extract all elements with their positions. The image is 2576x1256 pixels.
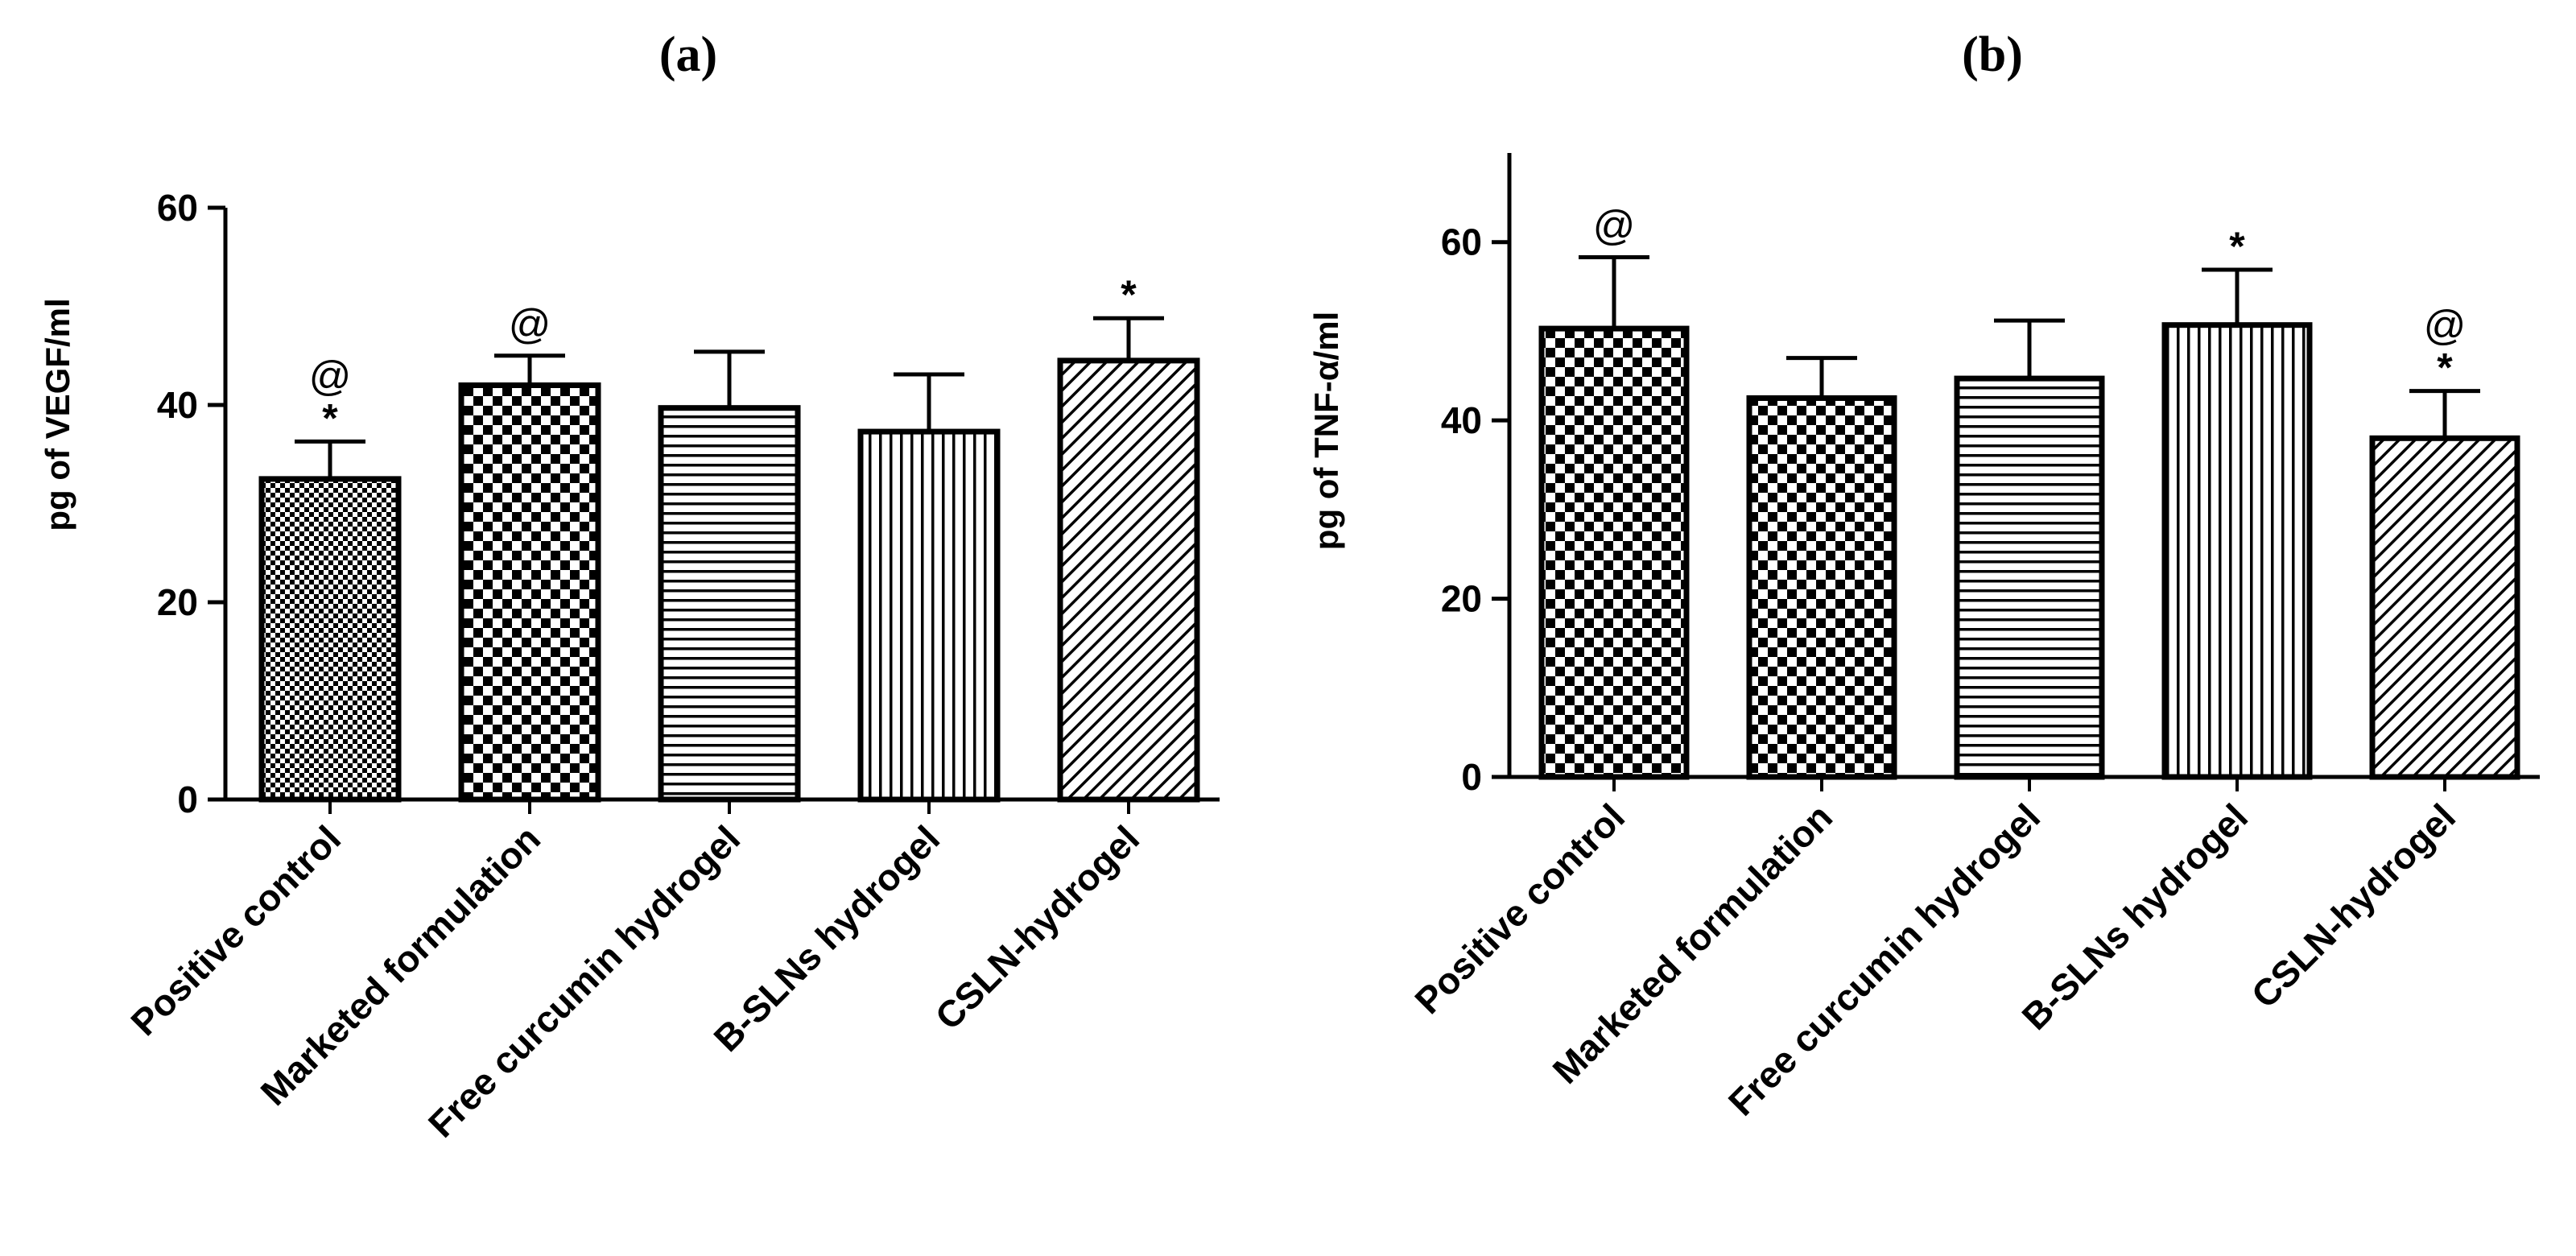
significance-star: * xyxy=(2229,224,2245,269)
bar-positive-control xyxy=(258,476,402,803)
y-tick-label: 0 xyxy=(177,779,198,820)
bar-csln-hydrogel xyxy=(1057,357,1200,803)
x-category-label: B-SLNs hydrogel xyxy=(2013,795,2256,1038)
bar-marketed-formulation xyxy=(1746,395,1897,780)
y-axis-label: pg of VEGF/ml xyxy=(39,298,76,531)
significance-star: * xyxy=(1121,272,1137,317)
y-tick-label: 40 xyxy=(1441,399,1482,441)
y-tick-label: 60 xyxy=(1441,221,1482,263)
bar-free-curcumin-hydrogel xyxy=(1954,375,2105,780)
panel-label: (b) xyxy=(1962,27,2023,82)
y-tick-label: 40 xyxy=(157,384,198,426)
bar-csln-hydrogel xyxy=(2369,435,2520,780)
significance-at: @ xyxy=(2424,303,2467,349)
x-category-label: B-SLNs hydrogel xyxy=(705,817,947,1060)
bar-free-curcumin-hydrogel xyxy=(658,405,801,803)
y-tick-label: 20 xyxy=(157,581,198,623)
panel-b: (b) pg of TNF-α/ml 0 20 40 60 @ Positive cont… xyxy=(1307,27,2540,1124)
bar-positive-control xyxy=(1538,325,1690,780)
x-category-label: CSLN-hydrogel xyxy=(2244,795,2463,1015)
x-category-label: CSLN-hydrogel xyxy=(927,817,1147,1037)
y-tick-label: 20 xyxy=(1441,578,1482,620)
significance-star: * xyxy=(322,395,338,440)
y-tick-label: 60 xyxy=(157,187,198,229)
significance-at: @ xyxy=(1593,203,1636,250)
bar-b-slns-hydrogel xyxy=(857,428,1001,803)
y-axis-label: pg of TNF-α/ml xyxy=(1307,312,1345,550)
x-category-label: Positive control xyxy=(1406,795,1633,1022)
y-tick-label: 0 xyxy=(1461,756,1482,798)
significance-star: * xyxy=(2437,345,2453,390)
bar-marketed-formulation xyxy=(458,382,601,803)
significance-at: @ xyxy=(509,301,551,348)
bar-b-slns-hydrogel xyxy=(2161,322,2313,780)
x-category-label: Positive control xyxy=(122,817,349,1043)
panel-label: (a) xyxy=(659,27,717,82)
significance-at: @ xyxy=(309,353,352,399)
